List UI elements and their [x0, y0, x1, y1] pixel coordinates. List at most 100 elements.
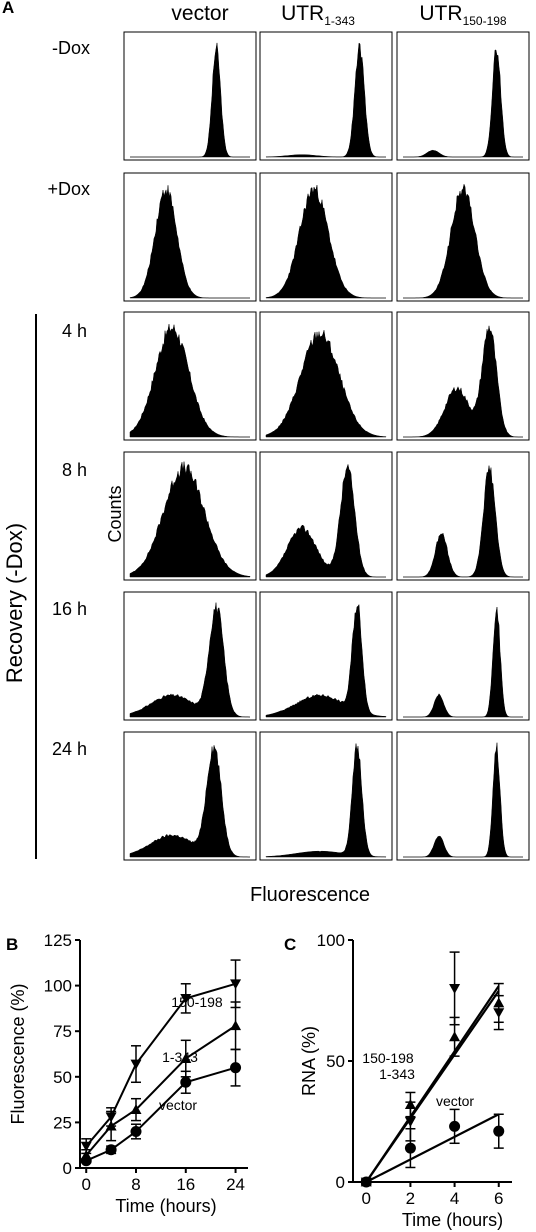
- histogram-fill: [130, 42, 250, 158]
- flow-histogram-grid: [123, 31, 530, 861]
- row-label-8h: 8 h: [61, 460, 87, 480]
- histogram-fill: [265, 743, 387, 858]
- histogram-fill: [129, 461, 251, 578]
- histogram-fill: [129, 185, 250, 299]
- histogram-panel: [396, 451, 530, 581]
- histogram-panel: [396, 591, 530, 721]
- data-point: [404, 1142, 416, 1154]
- chart-b: B 0 25 50 75 100 125 0 8 16 24 Time (hours) Fluoresc…: [6, 931, 248, 1216]
- histogram-frame: [259, 311, 393, 441]
- y-tick-label: 0: [63, 1159, 72, 1178]
- column-header-vector: vector: [140, 2, 260, 26]
- x-tick-label: 0: [81, 1175, 90, 1194]
- histogram-panel: [123, 172, 257, 302]
- histogram-panel: [259, 172, 393, 302]
- histogram-fill: [265, 185, 386, 299]
- series-vector: vector: [80, 1048, 242, 1167]
- series-label: 1-343: [162, 1049, 198, 1065]
- histogram-fill: [403, 742, 523, 858]
- column-header-base: vector: [171, 2, 229, 25]
- series-150-198: 150-198: [80, 959, 242, 1155]
- histogram-panel: [123, 731, 257, 861]
- y-tick-label: 25: [53, 1113, 72, 1132]
- data-point: [493, 997, 505, 1008]
- histogram-frame: [123, 31, 257, 161]
- panel-letter: B: [6, 935, 18, 954]
- panel-letter: C: [284, 935, 296, 954]
- y-tick-label: 50: [326, 1052, 345, 1071]
- x-tick-label: 16: [176, 1175, 195, 1194]
- histogram-panel: [123, 31, 257, 161]
- histogram-fill: [129, 324, 250, 438]
- histogram-fill: [403, 606, 523, 718]
- data-point: [404, 1099, 416, 1109]
- row-label-24h: 24 h: [51, 739, 87, 759]
- histogram-frame: [259, 172, 393, 302]
- histogram-frame: [396, 591, 530, 721]
- y-tick-label: 100: [317, 931, 345, 950]
- data-point: [360, 1176, 372, 1188]
- histogram-panel: [259, 31, 393, 161]
- histogram-panel: [123, 451, 257, 581]
- histogram-fill: [129, 602, 250, 718]
- histogram-frame: [396, 31, 530, 161]
- row-label-plus-dox: +Dox: [47, 179, 90, 199]
- data-point: [449, 1120, 461, 1132]
- x-axis-title: Time (hours): [402, 1210, 503, 1230]
- x-tick-label: 8: [131, 1175, 140, 1194]
- histogram-panel: [396, 31, 530, 161]
- y-tick-label: 0: [336, 1173, 345, 1192]
- histogram-panel: [123, 311, 257, 441]
- histogram-panel: [396, 172, 530, 302]
- histogram-frame: [123, 172, 257, 302]
- x-tick-label: 6: [494, 1189, 503, 1208]
- row-label-4h: 4 h: [61, 321, 87, 341]
- x-tick-label: 0: [362, 1189, 371, 1208]
- histogram-frame: [123, 591, 257, 721]
- histogram-frame: [396, 731, 530, 861]
- histogram-frame: [123, 311, 257, 441]
- data-point: [449, 984, 461, 994]
- fit-line: [365, 990, 500, 1183]
- histogram-frame: [259, 731, 393, 861]
- histogram-frame: [123, 451, 257, 581]
- y-axis-title: Fluorescence (%): [8, 983, 28, 1124]
- histogram-fill: [265, 603, 387, 718]
- histogram-fill: [403, 49, 523, 158]
- fit-line: [365, 1113, 500, 1183]
- histogram-panel: [396, 311, 530, 441]
- y-axis-title: RNA (%): [299, 1026, 319, 1096]
- x-axis-title: Time (hours): [115, 1196, 216, 1216]
- row-label-minus-dox: -Dox: [51, 38, 90, 58]
- column-header-sub: 150-198: [462, 14, 507, 28]
- histogram-frame: [396, 311, 530, 441]
- chart-c: C 0 50 100 0 2 4 6 Time (hours) RNA (%) 150-1981-3…: [284, 931, 512, 1230]
- recovery-bracket-line: [35, 314, 37, 859]
- data-point: [230, 979, 242, 990]
- histogram-frame: [396, 172, 530, 302]
- fluorescence-axis-label: Fluorescence: [250, 884, 371, 906]
- column-header-utr-1-343: UTR1-343: [258, 2, 378, 28]
- column-header-base: UTR: [419, 2, 463, 25]
- series-label: vector: [436, 1093, 474, 1109]
- histogram-frame: [259, 31, 393, 161]
- data-point: [105, 1120, 117, 1131]
- series-vector: vector: [360, 1093, 505, 1188]
- histogram-frame: [123, 731, 257, 861]
- histogram-panel: [123, 591, 257, 721]
- data-point: [404, 1117, 416, 1127]
- histogram-fill: [403, 183, 523, 299]
- panel-a-letter: A: [2, 0, 15, 17]
- data-point: [130, 1104, 142, 1115]
- x-tick-label: 4: [450, 1189, 459, 1208]
- series-1-343: 1-343: [80, 1001, 242, 1162]
- data-point: [130, 1059, 142, 1070]
- data-point: [180, 1076, 192, 1088]
- data-point: [449, 1031, 461, 1042]
- y-tick-label: 50: [53, 1068, 72, 1087]
- column-header-sub: 1-343: [324, 14, 355, 28]
- histogram-fill: [403, 465, 523, 578]
- histogram-fill: [403, 325, 523, 438]
- histogram-fill: [265, 330, 387, 438]
- data-point: [230, 1062, 242, 1074]
